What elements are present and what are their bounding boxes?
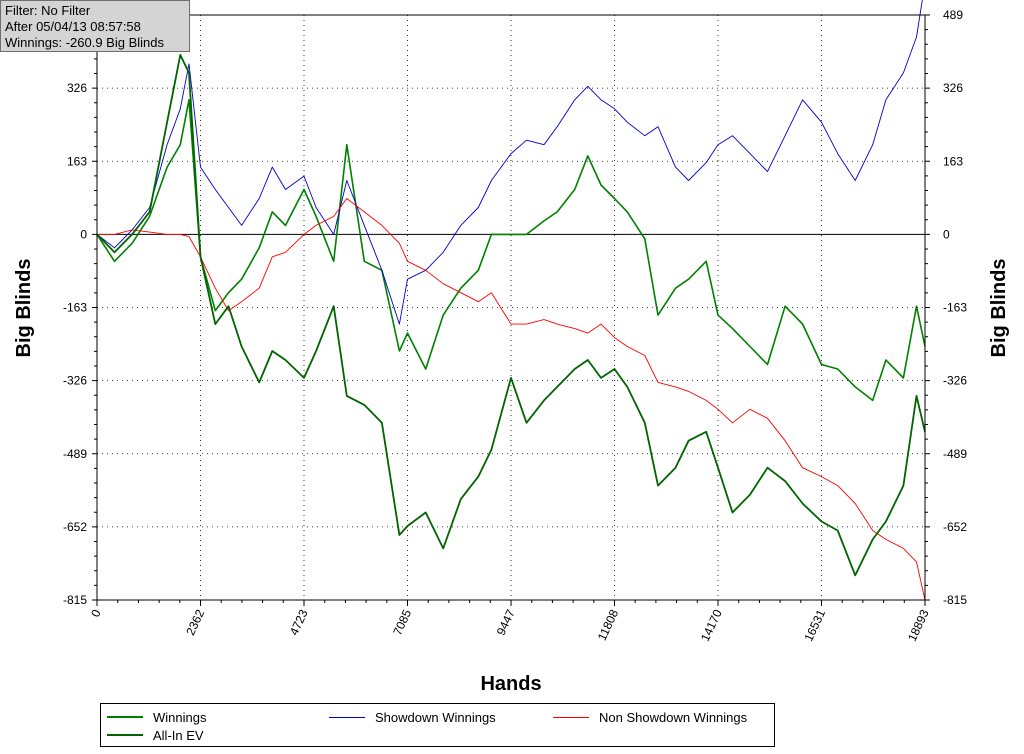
x-ticks: 0 2362 4723 7085 9447 11808 14170 16531 18893 xyxy=(88,600,932,644)
y-tick-label-left: 326 xyxy=(67,81,87,95)
x-tick-label: 2362 xyxy=(183,607,207,637)
legend-item-allin-ev: All-In EV xyxy=(107,726,204,744)
y-tick-label-left: -815 xyxy=(63,593,87,607)
x-tick-label: 11808 xyxy=(595,607,622,643)
x-tick-label: 16531 xyxy=(801,607,828,643)
x-axis-title: Hands xyxy=(480,673,541,695)
legend-item-non-showdown: Non Showdown Winnings xyxy=(553,708,747,726)
y-tick-label-right: -652 xyxy=(943,520,967,534)
y-tick-label-right: -326 xyxy=(943,374,967,388)
legend-label-showdown: Showdown Winnings xyxy=(375,709,496,725)
legend-item-winnings: Winnings xyxy=(107,708,206,726)
x-tick-label: 9447 xyxy=(494,607,518,637)
filter-text: Filter: No Filter xyxy=(5,3,91,18)
y-tick-label-right: 163 xyxy=(943,154,963,168)
legend-swatch-winnings xyxy=(107,716,143,718)
x-tick-label: 7085 xyxy=(390,607,414,637)
y-tick-label-right: -815 xyxy=(943,593,967,607)
legend-label-allin-ev: All-In EV xyxy=(153,727,204,743)
y-tick-label-left: -163 xyxy=(63,301,87,315)
legend-swatch-allin-ev xyxy=(107,734,143,736)
x-tick-label: 14170 xyxy=(698,607,725,643)
legend-item-showdown: Showdown Winnings xyxy=(329,708,496,726)
legend-label-non-showdown: Non Showdown Winnings xyxy=(599,709,748,725)
y-tick-label-left: -326 xyxy=(63,374,87,388)
y-tick-label-left: -489 xyxy=(63,447,87,461)
series-line-showdown-winnings xyxy=(96,0,923,325)
y-tick-label-right: 489 xyxy=(943,8,963,22)
y-tick-label-left: -652 xyxy=(63,520,87,534)
legend-swatch-showdown xyxy=(329,716,365,718)
x-tick-label: 18893 xyxy=(905,607,932,643)
y-tick-label-left: 163 xyxy=(67,154,87,168)
series-line-all-in-ev xyxy=(96,54,926,577)
y-tick-label-right: 0 xyxy=(943,227,950,241)
legend-label-winnings: Winnings xyxy=(153,709,207,725)
y-axis-title-left: Big Blinds xyxy=(13,259,35,358)
y-ticks-right: 489 326 163 0 -163 -326 -489 -652 -815 xyxy=(925,8,967,607)
y-axis-title-right: Big Blinds xyxy=(988,259,1010,358)
filter-info-box: Filter: No Filter After 05/04/13 08:57:5… xyxy=(0,0,190,52)
series-line-winnings xyxy=(96,99,926,402)
x-tick-label: 0 xyxy=(88,607,104,619)
winnings-text: Winnings: -260.9 Big Blinds xyxy=(5,35,164,50)
y-tick-label-right: -163 xyxy=(943,301,967,315)
after-date-text: After 05/04/13 08:57:58 xyxy=(5,19,141,34)
legend: Winnings Showdown Winnings Non Showdown … xyxy=(100,703,775,747)
series-line-non-showdown-winnings xyxy=(97,198,926,601)
y-tick-label-left: 0 xyxy=(80,227,87,241)
y-tick-label-right: 326 xyxy=(943,81,963,95)
legend-swatch-non-showdown xyxy=(553,716,589,718)
y-tick-label-right: -489 xyxy=(943,447,967,461)
series-lines xyxy=(96,0,926,601)
x-tick-label: 4723 xyxy=(287,607,311,637)
